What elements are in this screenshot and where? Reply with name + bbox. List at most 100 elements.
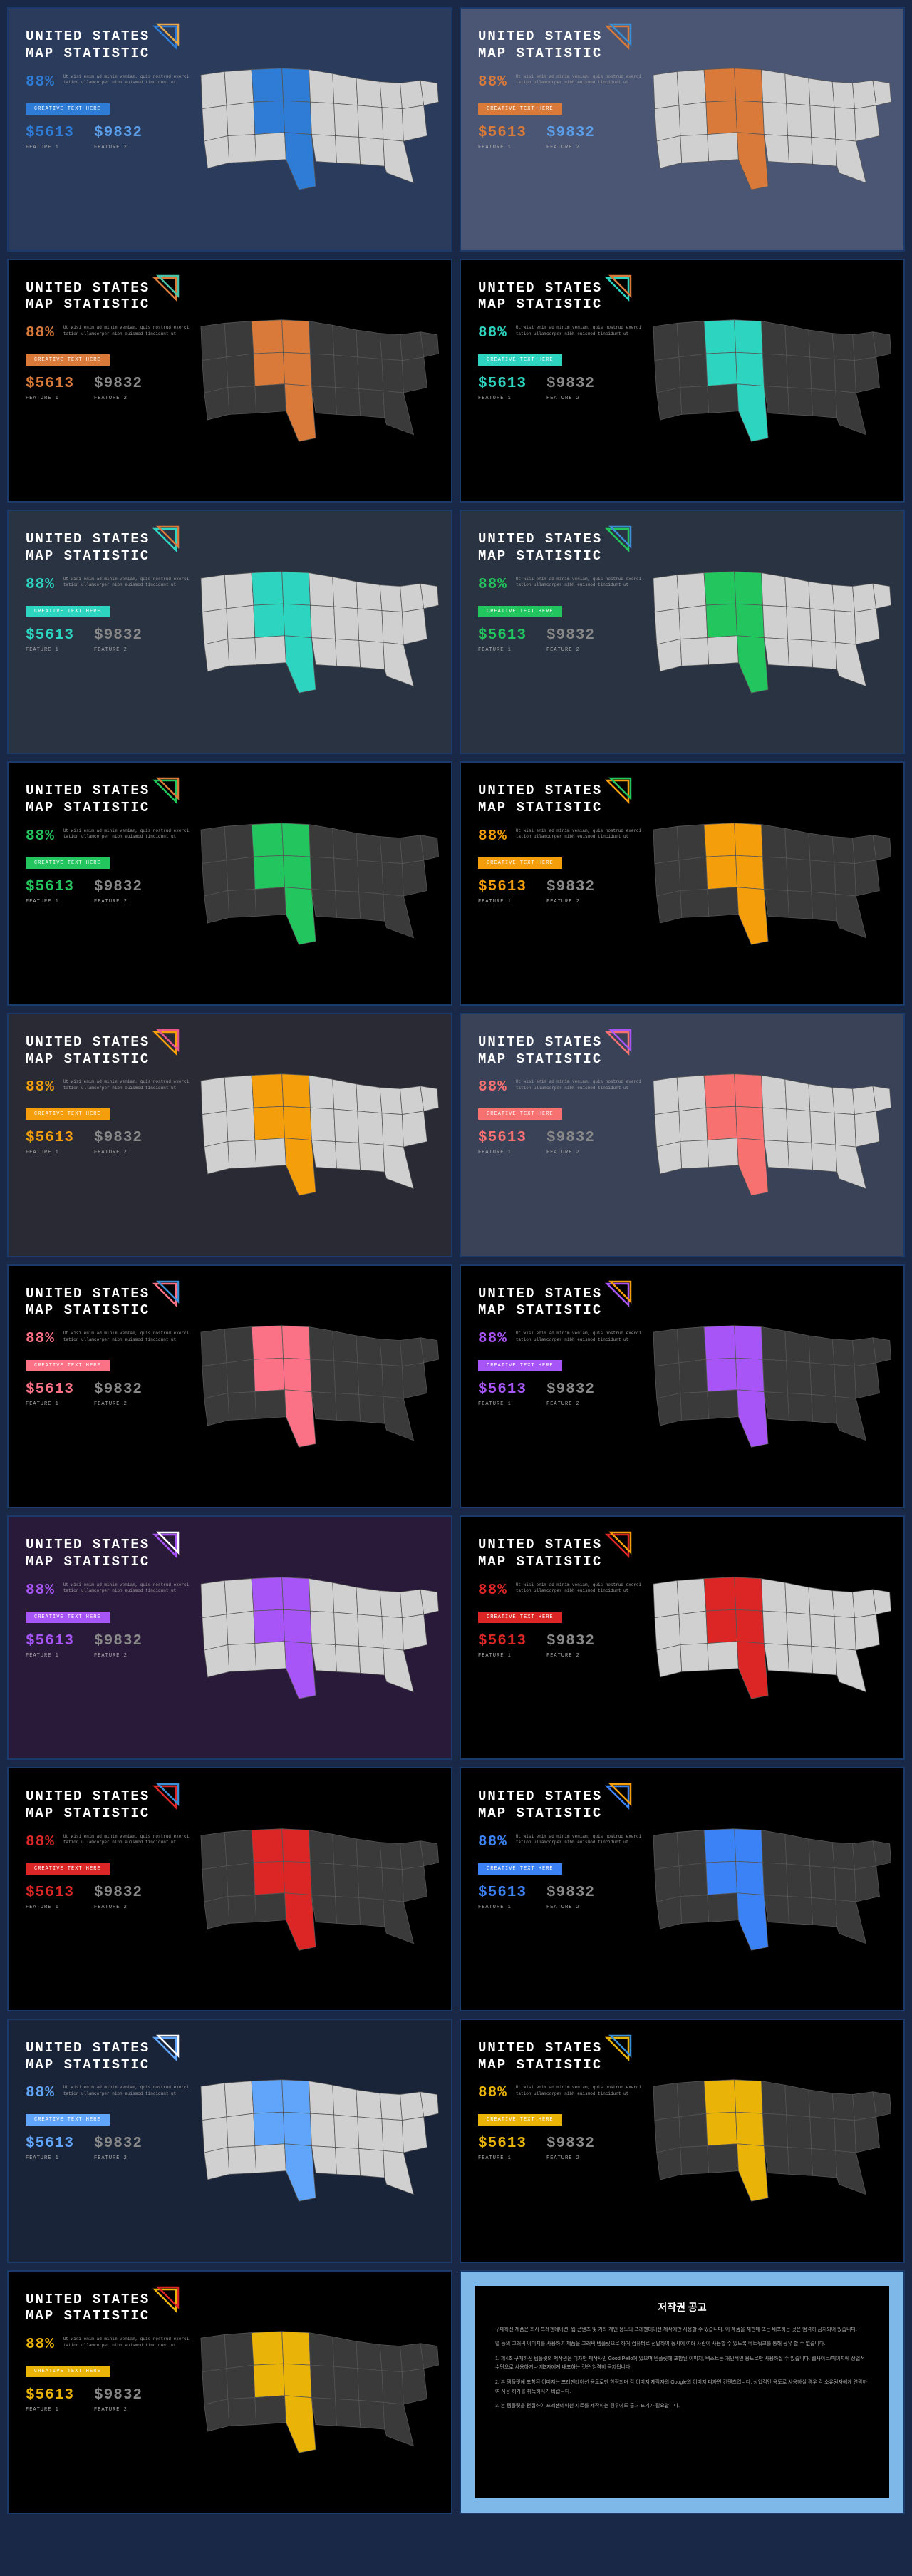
stat-value: $5613 [26,879,74,895]
triangle-decoration-icon [603,1531,632,1560]
map-statistic-slide: UNITED STATES MAP STATISTIC 88% Ut wisi … [460,1264,905,1509]
triangle-decoration-icon [151,777,180,805]
stat-block: $5613 FEATURE 1 [26,879,74,905]
percent-value: 88% [478,2085,507,2101]
description-text: Ut wisi enim ad minim veniam, quis nostr… [63,2085,197,2097]
percent-value: 88% [478,1079,507,1096]
percent-value: 88% [26,1582,55,1599]
map-statistic-slide: UNITED STATES MAP STATISTIC 88% Ut wisi … [460,259,905,503]
stat-block: $9832 FEATURE 2 [94,2135,142,2161]
stat-label: FEATURE 2 [546,899,595,905]
stat-value: $9832 [94,125,142,141]
stat-block: $9832 FEATURE 2 [546,1885,595,1910]
stat-value: $5613 [478,376,527,392]
tag-label: CREATIVE TEXT HERE [478,103,562,115]
stat-label: FEATURE 2 [94,899,142,905]
stat-label: FEATURE 2 [94,647,142,653]
triangle-decoration-icon [603,23,632,51]
stat-value: $9832 [94,1381,142,1398]
stat-value: $5613 [26,376,74,392]
tag-label: CREATIVE TEXT HERE [26,857,110,869]
us-map-icon [640,547,896,716]
map-statistic-slide: UNITED STATES MAP STATISTIC 88% Ut wisi … [7,1767,452,2011]
triangle-decoration-icon [603,525,632,554]
stat-value: $9832 [94,627,142,644]
stat-block: $9832 FEATURE 2 [546,879,595,905]
stat-block: $5613 FEATURE 1 [26,1885,74,1910]
stat-value: $5613 [478,627,527,644]
stat-block: $5613 FEATURE 1 [478,1381,527,1407]
stat-block: $5613 FEATURE 1 [26,627,74,653]
us-map-icon [187,1302,444,1470]
us-map-icon [187,297,444,465]
description-text: Ut wisi enim ad minim veniam, quis nostr… [516,1331,650,1343]
copyright-paragraph: 맵 등의 그래픽 이미지를 사용하여 제품을 그래픽 템플릿으로 하거 컴퓨터로… [495,2340,869,2349]
stat-block: $5613 FEATURE 1 [478,1130,527,1155]
us-map-icon [187,1805,444,1974]
us-map-icon [640,1302,896,1470]
stat-label: FEATURE 1 [26,396,74,401]
map-statistic-slide: UNITED STATES MAP STATISTIC 88% Ut wisi … [460,1013,905,1257]
stat-block: $5613 FEATURE 1 [26,1130,74,1155]
triangle-decoration-icon [603,2034,632,2063]
percent-value: 88% [26,828,55,845]
stat-block: $5613 FEATURE 1 [26,1381,74,1407]
tag-label: CREATIVE TEXT HERE [478,857,562,869]
copyright-paragraph: 1. 제4조 구매하신 템플릿의 저작권은 디자인 제작사인 Good Pell… [495,2355,869,2373]
map-statistic-slide: UNITED STATES MAP STATISTIC 88% Ut wisi … [7,259,452,503]
us-map-icon [187,45,444,214]
stat-value: $9832 [546,1381,595,1398]
stat-label: FEATURE 1 [26,1653,74,1659]
stat-block: $9832 FEATURE 2 [546,1130,595,1155]
us-map-icon [187,2307,444,2476]
stat-block: $5613 FEATURE 1 [478,2135,527,2161]
stat-value: $5613 [478,1381,527,1398]
percent-value: 88% [478,828,507,845]
stat-label: FEATURE 2 [546,1905,595,1910]
stat-block: $9832 FEATURE 2 [546,1633,595,1659]
stat-value: $9832 [546,1130,595,1146]
stat-label: FEATURE 2 [546,145,595,150]
stat-block: $9832 FEATURE 2 [546,125,595,150]
copyright-slide: 저작권 공고 구매하신 제품은 회사 프레젠테이션, 웹 콘텐츠 및 기타 개인… [460,2270,905,2515]
tag-label: CREATIVE TEXT HERE [478,354,562,366]
stat-value: $9832 [546,376,595,392]
map-statistic-slide: UNITED STATES MAP STATISTIC 88% Ut wisi … [460,1767,905,2011]
us-map-icon [187,799,444,968]
map-statistic-slide: UNITED STATES MAP STATISTIC 88% Ut wisi … [7,510,452,754]
stat-label: FEATURE 1 [478,1401,527,1407]
stat-label: FEATURE 1 [26,2155,74,2161]
stat-block: $5613 FEATURE 1 [26,125,74,150]
stat-block: $5613 FEATURE 1 [478,1633,527,1659]
percent-value: 88% [478,577,507,593]
stat-label: FEATURE 2 [546,2155,595,2161]
stat-label: FEATURE 1 [478,899,527,905]
tag-label: CREATIVE TEXT HERE [478,1108,562,1120]
percent-value: 88% [26,1079,55,1096]
percent-value: 88% [26,1331,55,1347]
stat-block: $9832 FEATURE 2 [546,627,595,653]
copyright-paragraph: 구매하신 제품은 회사 프레젠테이션, 웹 콘텐츠 및 기타 개인 용도의 프레… [495,2326,869,2335]
stat-value: $5613 [478,2135,527,2152]
description-text: Ut wisi enim ad minim veniam, quis nostr… [63,2337,197,2349]
stat-value: $5613 [26,1381,74,1398]
stat-block: $9832 FEATURE 2 [94,1130,142,1155]
stat-block: $9832 FEATURE 2 [94,1381,142,1407]
stat-value: $5613 [478,1885,527,1901]
triangle-decoration-icon [151,274,180,303]
percent-value: 88% [26,325,55,341]
stat-value: $9832 [94,376,142,392]
percent-value: 88% [478,1331,507,1347]
copyright-title: 저작권 공고 [495,2300,869,2314]
description-text: Ut wisi enim ad minim veniam, quis nostr… [516,1582,650,1594]
stat-value: $9832 [94,2135,142,2152]
map-statistic-slide: UNITED STATES MAP STATISTIC 88% Ut wisi … [460,2019,905,2263]
triangle-decoration-icon [603,274,632,303]
stat-value: $9832 [94,1130,142,1146]
percent-value: 88% [26,2337,55,2353]
tag-label: CREATIVE TEXT HERE [26,1360,110,1371]
stat-value: $9832 [94,2387,142,2404]
percent-value: 88% [26,2085,55,2101]
stat-value: $5613 [26,1885,74,1901]
stat-label: FEATURE 2 [546,647,595,653]
